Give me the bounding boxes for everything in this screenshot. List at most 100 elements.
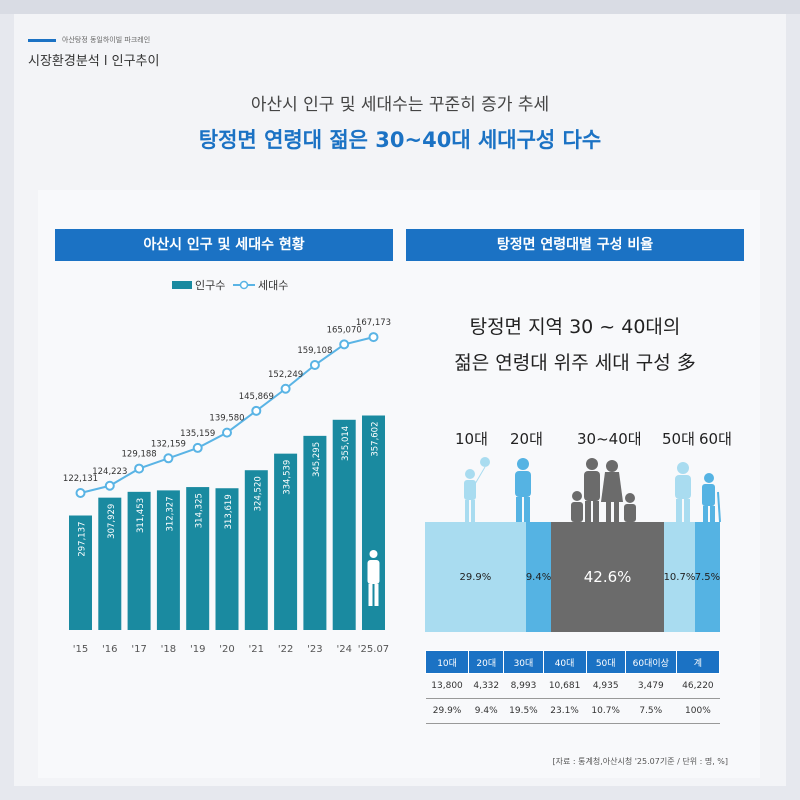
legend-population-label: 인구수: [195, 279, 225, 292]
table-header-row: 10대 20대 30대 40대 50대 60대이상 계: [424, 650, 721, 674]
x-tick-label: '23: [307, 644, 322, 655]
table-header-cell: 10대: [424, 650, 470, 674]
population-bar-label: 297,137: [78, 522, 88, 557]
age-ratio-header: 탕정면 연령대별 구성 비율: [406, 229, 744, 261]
households-label: 152,249: [268, 370, 303, 380]
section-title: 시장환경분석 l 인구추이: [28, 54, 160, 69]
households-label: 135,159: [180, 429, 215, 439]
age-stats-table: 10대 20대 30대 40대 50대 60대이상 계 13,800 4,332…: [424, 650, 721, 724]
age-label-60s: 60대: [699, 430, 732, 448]
households-point: [75, 488, 86, 499]
people-icons: [464, 457, 721, 523]
page-title: 아산시 인구 및 세대수는 꾸준히 증가 추세: [250, 95, 550, 115]
table-cell: 3,479: [625, 673, 677, 699]
table-header-cell: 40대: [542, 650, 587, 674]
x-tick-label: '19: [190, 644, 205, 655]
x-tick-label: '18: [161, 644, 176, 655]
senior-icon: [702, 473, 721, 523]
households-label: 159,108: [297, 346, 332, 356]
table-header-cell: 20대: [468, 650, 505, 674]
households-point: [222, 427, 232, 438]
population-bar-label: 334,539: [283, 460, 293, 495]
x-tick-label: '20: [219, 644, 234, 655]
population-bar-label: 345,295: [312, 442, 322, 477]
page-subtitle: 탕정면 연령대 젊은 30~40대 세대구성 다수: [198, 128, 602, 152]
households-label: 139,580: [209, 414, 244, 424]
table-cell: 9.4%: [468, 698, 504, 724]
table-header-cell: 30대: [503, 650, 544, 674]
population-bar-label: 324,520: [253, 476, 263, 511]
band-10s: 29.9%: [425, 522, 526, 632]
table-cell: 7.5%: [625, 698, 677, 724]
age-breakdown-band: 29.9% 9.4% 42.6% 10.7% 7.5%: [425, 522, 720, 632]
population-chart: 인구수 세대수 297,137 '15 307,929 '16 311,453 '17 312,…: [63, 279, 391, 655]
population-bar: [303, 435, 327, 630]
households-point: [368, 332, 379, 343]
population-bar: [156, 490, 180, 630]
households-point: [280, 383, 291, 394]
legend-households-label: 세대수: [258, 279, 288, 292]
table-cell: 4,332: [468, 673, 504, 699]
x-tick-label: '25.07: [358, 644, 389, 655]
middle-age-icon: [675, 462, 691, 522]
population-bar: [274, 453, 298, 630]
top-strip: [0, 0, 800, 14]
table-cell: 23.1%: [543, 698, 587, 724]
band-30-40s: 42.6%: [551, 522, 664, 632]
population-bar-label: 311,453: [136, 498, 146, 533]
age-label-50s: 50대: [662, 430, 695, 448]
table-row-percents: 29.9% 9.4% 19.5% 23.1% 10.7% 7.5% 100%: [425, 698, 720, 724]
legend-line-marker: [239, 280, 249, 290]
age-heading-line1: 탕정면 지역 30 ~ 40대의: [469, 316, 681, 338]
households-label: 145,869: [239, 392, 274, 402]
households-label: 124,223: [92, 467, 127, 477]
population-bar-label: 312,327: [165, 496, 175, 531]
accent-bar: [28, 39, 56, 42]
person-icon-body: [367, 560, 380, 584]
table-cell: 29.9%: [425, 698, 469, 724]
age-heading-line2: 젊은 연령대 위주 세대 구성 多: [454, 352, 696, 374]
population-bar: [332, 419, 356, 630]
band-60s: 7.5%: [695, 522, 720, 632]
x-tick-label: '24: [336, 644, 351, 655]
table-cell: 4,935: [586, 673, 626, 699]
source-note: [자료 : 통계청,아산시청 '25.07기준 / 단위 : 명, %]: [552, 757, 729, 766]
x-tick-label: '21: [249, 644, 264, 655]
households-label: 132,159: [151, 439, 186, 449]
households-point: [104, 480, 115, 491]
table-header-cell: 50대: [585, 650, 626, 674]
project-label: 아산탕정 동일하이빌 파크레인: [62, 36, 151, 44]
population-bar: [98, 497, 122, 630]
households-label: 165,070: [327, 325, 362, 335]
population-bar-label: 314,325: [195, 493, 205, 528]
table-cell: 10.7%: [586, 698, 626, 724]
person-icon-leg: [374, 584, 379, 606]
table-cell: 46,220: [676, 673, 720, 699]
young-adult-icon: [515, 458, 531, 522]
households-point: [192, 442, 203, 453]
person-icon-leg: [368, 584, 373, 606]
population-bar: [127, 491, 151, 630]
age-label-30-40s: 30~40대: [577, 430, 642, 448]
households-label: 122,131: [63, 474, 98, 484]
age-label-10s: 10대: [455, 430, 488, 448]
table-cell: 100%: [676, 698, 720, 724]
population-bar: [244, 470, 268, 630]
households-point: [309, 360, 320, 371]
population-bar: [186, 487, 210, 630]
table-row-counts: 13,800 4,332 8,993 10,681 4,935 3,479 46…: [425, 673, 720, 699]
population-bar: [69, 515, 92, 630]
x-tick-label: '22: [278, 644, 293, 655]
person-icon-head: [369, 550, 378, 558]
households-label: 129,188: [122, 450, 157, 460]
x-tick-label: '17: [131, 644, 146, 655]
table-header-cell: 계: [675, 650, 721, 674]
households-point: [163, 453, 174, 464]
population-bar: [215, 488, 239, 630]
population-bar-label: 307,929: [107, 504, 117, 539]
band-50s: 10.7%: [664, 522, 695, 632]
band-20s: 9.4%: [525, 522, 552, 632]
population-bar-label: 355,014: [341, 426, 351, 461]
population-chart-header: 아산시 인구 및 세대수 현황: [55, 229, 393, 261]
table-header-cell: 60대이상: [624, 650, 677, 674]
